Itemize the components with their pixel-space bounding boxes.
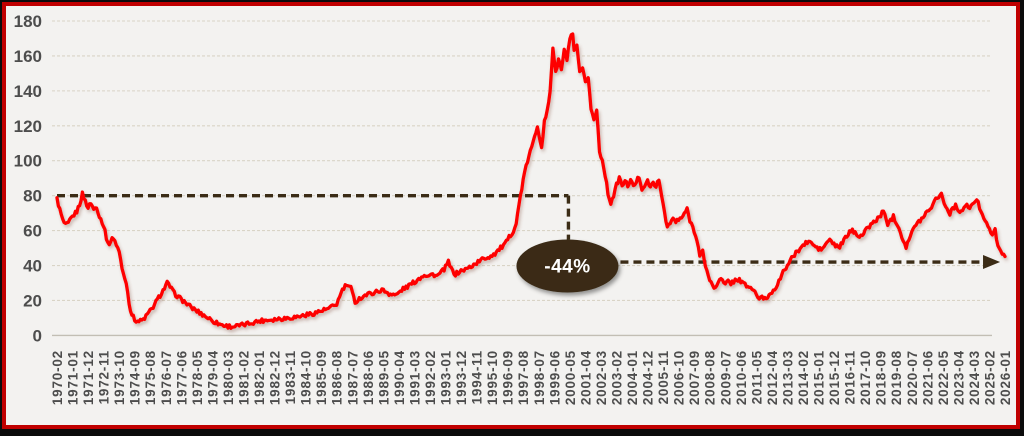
y-tick-label: 40 <box>23 257 42 276</box>
x-tick-label: 2020-07 <box>905 350 920 405</box>
x-tick-label: 2018-09 <box>874 350 889 405</box>
y-tick-label: 0 <box>33 326 42 345</box>
x-tick-label: 2004-12 <box>641 350 656 405</box>
x-tick-label: 2005-11 <box>656 350 671 404</box>
x-tick-label: 2004-01 <box>625 350 640 405</box>
x-tick-label: 2015-01 <box>812 350 827 405</box>
x-tick-label: 2016-11 <box>843 350 858 404</box>
x-tick-label: 2006-10 <box>672 350 687 405</box>
x-tick-label: 2026-01 <box>998 350 1013 405</box>
x-tick-label: 1994-11 <box>470 350 485 404</box>
x-tick-label: 2003-02 <box>609 350 624 405</box>
x-tick-label: 1978-05 <box>190 350 205 405</box>
x-tick-label: 2013-03 <box>780 350 795 405</box>
x-tick-label: 1992-02 <box>423 350 438 405</box>
series-line <box>55 32 1007 330</box>
x-tick-label: 2019-08 <box>889 350 904 405</box>
x-tick-label: 2010-06 <box>734 350 749 405</box>
x-tick-label: 1971-12 <box>81 350 96 405</box>
x-axis-labels: 1970-02 1971-01 1971-12 1972-11 1973-10 1974-… <box>50 350 1013 405</box>
y-tick-label: 140 <box>14 82 42 101</box>
chart-frame <box>2 2 1020 429</box>
x-tick-label: 2021-06 <box>920 350 935 405</box>
x-tick-label: 2009-07 <box>718 350 733 405</box>
decline-badge: -44% <box>516 239 619 293</box>
x-tick-label: 1983-11 <box>283 350 298 404</box>
x-tick-label: 2011-05 <box>749 350 764 404</box>
x-tick-label: 2000-05 <box>563 350 578 405</box>
x-tick-label: 1975-08 <box>143 350 158 405</box>
x-tick-label: 1977-06 <box>174 350 189 405</box>
x-tick-label: 2014-02 <box>796 350 811 405</box>
x-tick-label: 1995-10 <box>485 350 500 405</box>
x-tick-label: 1982-01 <box>252 350 267 405</box>
x-tick-label: 1979-04 <box>205 350 220 405</box>
x-tick-label: 2015-12 <box>827 350 842 405</box>
x-tick-label: 2001-04 <box>578 350 593 405</box>
gridlines <box>52 20 992 337</box>
x-tick-label: 1974-09 <box>128 350 143 405</box>
y-tick-label: 60 <box>23 222 42 241</box>
y-tick-label: 100 <box>14 152 42 171</box>
decline-annotation <box>57 193 1001 270</box>
x-tick-label: 2022-05 <box>936 350 951 405</box>
x-tick-label: 1970-02 <box>50 350 65 405</box>
x-tick-label: 1999-06 <box>547 350 562 405</box>
x-tick-label: 1996-09 <box>501 350 516 405</box>
x-tick-label: 1993-01 <box>439 350 454 405</box>
y-tick-label: 180 <box>14 12 42 31</box>
arrow-head-icon <box>983 255 1001 270</box>
x-tick-label: 1985-09 <box>314 350 329 405</box>
x-tick-label: 2007-09 <box>687 350 702 405</box>
x-tick-label: 1980-03 <box>221 350 236 405</box>
x-tick-label: 1991-03 <box>407 350 422 405</box>
decline-badge-label: -44% <box>544 257 590 278</box>
x-tick-label: 2017-10 <box>858 350 873 405</box>
x-tick-label: 2025-02 <box>982 350 997 405</box>
x-tick-label: 1972-11 <box>97 350 112 404</box>
decline-badge-ellipse <box>516 239 619 293</box>
x-tick-label: 1997-08 <box>516 350 531 405</box>
y-tick-label: 160 <box>14 47 42 66</box>
x-tick-label: 2023-04 <box>951 350 966 405</box>
x-tick-label: 1993-12 <box>454 350 469 405</box>
x-tick-label: 1984-10 <box>299 350 314 405</box>
x-tick-label: 1976-07 <box>159 350 174 405</box>
y-tick-label: 20 <box>23 291 42 310</box>
x-tick-label: 1987-07 <box>345 350 360 405</box>
x-tick-label: 1982-12 <box>268 350 283 405</box>
x-tick-label: 2002-03 <box>594 350 609 405</box>
x-tick-label: 1998-07 <box>532 350 547 405</box>
x-tick-label: 1981-02 <box>236 350 251 405</box>
x-tick-label: 1989-05 <box>376 350 391 405</box>
x-tick-label: 2012-04 <box>765 350 780 405</box>
x-tick-label: 1990-04 <box>392 350 407 405</box>
x-tick-label: 1988-06 <box>361 350 376 405</box>
y-tick-label: 120 <box>14 117 42 136</box>
y-tick-label: 80 <box>23 187 42 206</box>
x-tick-label: 1971-01 <box>66 350 81 405</box>
x-tick-label: 1986-08 <box>330 350 345 405</box>
x-tick-label: 2024-03 <box>967 350 982 405</box>
x-tick-label: 1973-10 <box>112 350 127 405</box>
y-axis-labels: 0 20 40 60 80 100 120 140 160 180 <box>14 12 42 345</box>
x-tick-label: 2008-08 <box>703 350 718 405</box>
